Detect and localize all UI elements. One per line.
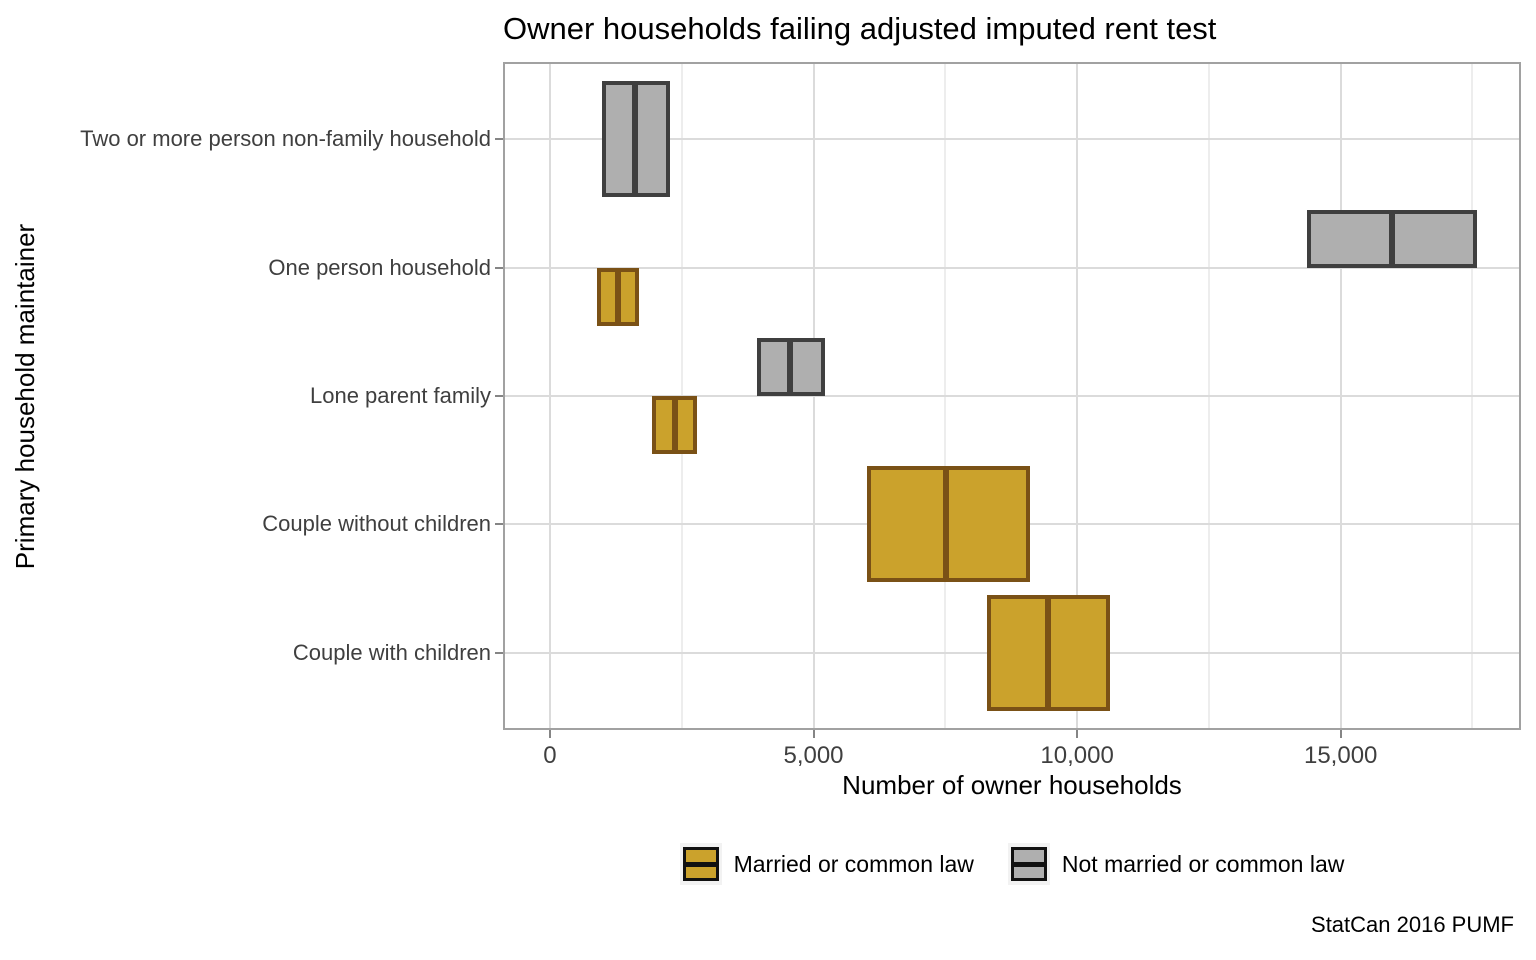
crossbar-key-icon xyxy=(1010,847,1047,881)
x-tick-label: 5,000 xyxy=(783,742,844,769)
x-tick-mark xyxy=(1076,730,1079,738)
legend-item-married: Married or common law xyxy=(679,843,974,885)
x-tick-label: 10,000 xyxy=(1040,742,1114,769)
major-gridline xyxy=(505,395,1519,397)
legend-key-background xyxy=(679,843,722,885)
crossbar-key-midline xyxy=(685,861,716,867)
y-axis-title: Primary household maintainer xyxy=(4,62,48,730)
crossbar-midline xyxy=(631,85,638,194)
legend: Married or common law Not married or com… xyxy=(503,843,1521,885)
x-tick-mark xyxy=(812,730,815,738)
crossbar-key-icon xyxy=(682,847,719,881)
legend-key-background xyxy=(1007,843,1050,885)
legend-item-not-married: Not married or common law xyxy=(1007,843,1345,885)
plot-title: Owner households failing adjusted impute… xyxy=(503,11,1217,46)
x-tick-mark xyxy=(1339,730,1342,738)
crossbar-box xyxy=(757,338,826,396)
crossbar-box xyxy=(596,267,639,326)
x-tick-label: 15,000 xyxy=(1303,742,1378,769)
y-tick-label: One person household xyxy=(268,254,491,280)
crossbar-midline xyxy=(1389,213,1396,264)
crossbar-key-midline xyxy=(1013,861,1044,867)
legend-label: Married or common law xyxy=(733,850,974,877)
crossbar-box xyxy=(986,594,1111,711)
crossbar-midline xyxy=(943,470,950,579)
legend-label: Not married or common law xyxy=(1061,850,1345,877)
y-axis-title-text: Primary household maintainer xyxy=(10,223,41,569)
crossbar-box xyxy=(652,396,697,454)
crossbar-midline xyxy=(787,342,794,392)
plot-panel xyxy=(503,62,1521,730)
y-tick-mark xyxy=(495,651,503,654)
x-tick-mark xyxy=(548,730,551,738)
y-tick-label: Couple with children xyxy=(292,639,491,665)
y-tick-label: Two or more person non-family household xyxy=(80,126,491,152)
crossbar-midline xyxy=(671,400,678,450)
major-gridline xyxy=(505,266,1519,269)
crossbar-box xyxy=(1307,209,1478,268)
x-axis-title: Number of owner households xyxy=(842,770,1182,800)
y-tick-mark xyxy=(495,395,503,397)
major-gridline xyxy=(505,138,1519,141)
y-tick-mark xyxy=(495,523,503,526)
y-tick-mark xyxy=(495,266,503,269)
x-tick-label: 0 xyxy=(543,742,557,769)
caption: StatCan 2016 PUMF xyxy=(1311,912,1514,937)
y-tick-label: Lone parent family xyxy=(310,383,491,408)
crossbar-box xyxy=(867,466,1031,583)
crossbar-midline xyxy=(1045,598,1052,707)
y-tick-label: Couple without children xyxy=(262,511,491,537)
crossbar-midline xyxy=(614,271,621,322)
crossbar-box xyxy=(602,81,671,198)
y-tick-mark xyxy=(495,138,503,141)
